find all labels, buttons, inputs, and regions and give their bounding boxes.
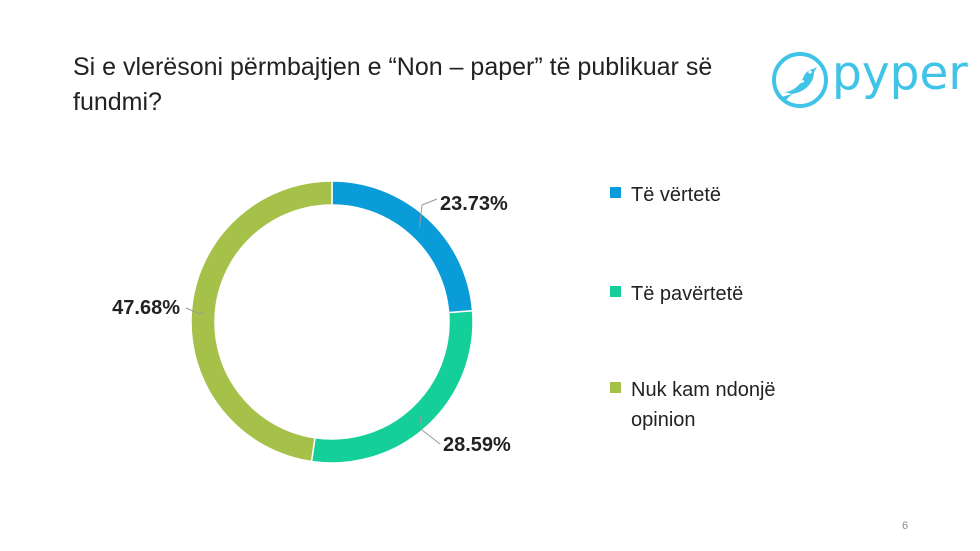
legend-item-pavertete: Të pavërtetë <box>610 279 870 309</box>
leader-lines <box>185 198 441 445</box>
pyper-logo: pyper <box>770 48 970 112</box>
data-labels: 23.73% 28.59% 47.68% <box>112 193 511 456</box>
bird-icon <box>772 52 828 108</box>
data-label-pavertete: 28.59% <box>443 434 511 456</box>
data-label-vertete: 23.73% <box>440 193 508 215</box>
legend-label-pavertete: Të pavërtetë <box>631 283 744 305</box>
page-number: 6 <box>902 520 909 532</box>
legend-swatch-vertete <box>610 187 621 198</box>
logo-wordmark: pyper <box>832 46 968 101</box>
donut-slice-nuk-kam-opinion <box>190 180 333 463</box>
leader-line-nuk-kam-opinion <box>185 307 204 315</box>
data-label-nuk-kam-opinion: 47.68% <box>112 297 180 319</box>
legend-swatch-nuk-kam-opinion <box>610 382 621 393</box>
leader-line-vertete <box>419 198 438 228</box>
legend-label-vertete: Të vërtetë <box>631 184 722 206</box>
slide-title: Si e vlerësoni përmbajtjen e “Non – pape… <box>73 53 713 116</box>
legend-swatch-pavertete <box>610 286 621 297</box>
legend-item-vertete: Të vërtetë <box>610 180 870 210</box>
legend-label-nuk-kam-opinion: Nuk kam ndonjë opinion <box>631 379 776 431</box>
donut-slices <box>190 180 474 464</box>
legend-item-nuk-kam-opinion: Nuk kam ndonjë opinion <box>610 375 840 435</box>
leader-line-pavertete <box>419 416 441 445</box>
